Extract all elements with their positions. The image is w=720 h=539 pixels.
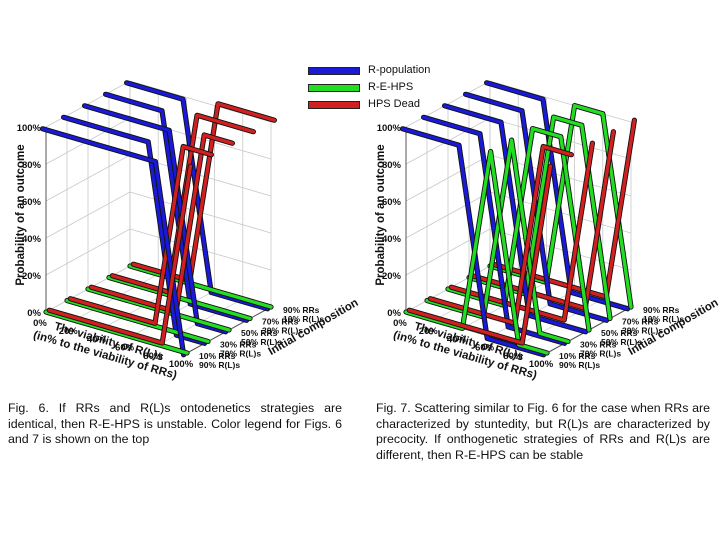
z-tick-label: 100% bbox=[377, 123, 402, 134]
x-tick-label: 20% bbox=[419, 326, 439, 337]
figure-7-plot: 0% 20% 40% 60% 80% 100% 0% 20% 40% 60% 80% 100% 10% … bbox=[375, 80, 720, 382]
x-tick-label: 60% bbox=[115, 343, 135, 354]
z-tick-label: 60% bbox=[382, 197, 402, 208]
grid-line bbox=[489, 80, 632, 123]
z-tick-label: 40% bbox=[22, 234, 42, 245]
legend: R-population R-E-HPS HPS Dead bbox=[308, 64, 468, 112]
composition-label-rls: 90% R(L)s bbox=[199, 360, 240, 370]
series-line-hps-dead-2 bbox=[428, 144, 574, 325]
series-line-hps-dead-5 bbox=[131, 102, 277, 283]
series-line-r-population-5 bbox=[484, 81, 630, 311]
series-line-hps-dead-3 bbox=[89, 133, 235, 314]
series-line-r-e-hps-1 bbox=[404, 149, 549, 355]
figure-6-caption: Fig. 6. If RRs and R(L)s ontodenetics st… bbox=[8, 401, 342, 446]
grid-line bbox=[45, 191, 131, 239]
legend-swatch-r-e-hps bbox=[308, 84, 360, 92]
z-tick-label: 0% bbox=[387, 308, 401, 319]
series-line-r-e-hps-2 bbox=[65, 298, 210, 344]
grid-line bbox=[405, 191, 491, 239]
legend-item-r-population: R-population bbox=[308, 64, 468, 77]
series-line-r-population-1 bbox=[40, 127, 186, 357]
composition-label-rls: 30% R(L)s bbox=[262, 326, 303, 336]
z-tick-label: 40% bbox=[382, 234, 402, 245]
composition-label-rls: 70% R(L)s bbox=[220, 349, 261, 359]
z-axis-title: Probability of an outcome bbox=[15, 144, 27, 285]
legend-swatch-r-population bbox=[308, 67, 360, 75]
composition-label-rrs: 30% RRs bbox=[580, 340, 617, 350]
composition-label-rls: 50% R(L)s bbox=[241, 337, 282, 347]
composition-label-rrs: 50% RRs bbox=[601, 328, 638, 338]
series-line-r-e-hps-3 bbox=[446, 126, 591, 332]
composition-label-rrs: 90% RRs bbox=[283, 305, 320, 315]
z-tick-label: 80% bbox=[382, 160, 402, 171]
x-tick-label: 40% bbox=[87, 334, 107, 345]
composition-label-rrs: 10% RRs bbox=[559, 351, 596, 361]
composition-label-rrs: 10% RRs bbox=[199, 351, 236, 361]
legend-label-r-e-hps: R-E-HPS bbox=[368, 81, 414, 93]
z-tick-label: 60% bbox=[22, 197, 42, 208]
series-line-hps-dead-3 bbox=[449, 141, 595, 322]
z-tick-label: 80% bbox=[22, 160, 42, 171]
z-axis-title: Probability of an outcome bbox=[375, 144, 387, 285]
series-line-r-e-hps-5 bbox=[488, 103, 633, 309]
series-line-hps-dead-5 bbox=[491, 118, 637, 299]
x-tick-label: 80% bbox=[503, 351, 523, 362]
series-line-r-population-3 bbox=[442, 104, 588, 334]
series-line-r-e-hps-5 bbox=[128, 264, 273, 309]
series-line-r-e-hps-4 bbox=[467, 115, 612, 321]
series-line-hps-dead-1 bbox=[407, 164, 553, 345]
x-tick-label: 100% bbox=[529, 359, 554, 370]
series-line-hps-dead-2 bbox=[68, 144, 214, 325]
composition-label-rls: 90% R(L)s bbox=[559, 360, 600, 370]
z-tick-label: 0% bbox=[27, 308, 41, 319]
series-line-hps-dead-1 bbox=[47, 164, 193, 345]
z-tick-label: 20% bbox=[22, 271, 42, 282]
series-line-r-e-hps-1 bbox=[44, 310, 189, 355]
grid-line bbox=[405, 80, 491, 128]
x-tick-label: 100% bbox=[169, 359, 194, 370]
x-tick-label: 60% bbox=[475, 343, 495, 354]
composition-label-rrs: 90% RRs bbox=[643, 305, 680, 315]
legend-swatch-hps-dead bbox=[308, 101, 360, 109]
composition-label-rls: 10% R(L)s bbox=[643, 314, 684, 324]
x-tick-label: 20% bbox=[59, 326, 79, 337]
legend-item-hps-dead: HPS Dead bbox=[308, 98, 468, 111]
composition-label-rrs: 70% RRs bbox=[622, 317, 659, 327]
series-line-hps-dead-4 bbox=[470, 129, 616, 311]
z-tick-label: 20% bbox=[382, 271, 402, 282]
figure-6-plot: 0% 20% 40% 60% 80% 100% 0% 20% 40% 60% 80% 100% 10% … bbox=[15, 80, 360, 382]
composition-label-rls: 70% R(L)s bbox=[580, 349, 621, 359]
figure-7-chart: 0% 20% 40% 60% 80% 100% 0% 20% 40% 60% 80% 100% 10% … bbox=[375, 80, 720, 382]
grid-line bbox=[45, 80, 131, 128]
legend-label-hps-dead: HPS Dead bbox=[368, 98, 420, 110]
grid-line bbox=[129, 80, 272, 123]
composition-label-rrs: 30% RRs bbox=[220, 340, 257, 350]
series-line-r-population-1 bbox=[400, 127, 546, 357]
legend-label-r-population: R-population bbox=[368, 64, 431, 76]
legend-item-r-e-hps: R-E-HPS bbox=[308, 81, 468, 94]
z-tick-label: 100% bbox=[17, 123, 42, 134]
composition-label-rrs: 70% RRs bbox=[262, 317, 299, 327]
x-tick-label: 0% bbox=[33, 318, 47, 329]
composition-label-rrs: 50% RRs bbox=[241, 328, 278, 338]
composition-label-rls: 50% R(L)s bbox=[601, 337, 642, 347]
x-tick-label: 0% bbox=[393, 318, 407, 329]
grid-line bbox=[45, 228, 131, 276]
composition-label-rls: 30% R(L)s bbox=[622, 326, 663, 336]
figure-6-chart: 0% 20% 40% 60% 80% 100% 0% 20% 40% 60% 80% 100% 10% … bbox=[15, 80, 360, 382]
grid-line bbox=[129, 228, 272, 271]
x-tick-label: 40% bbox=[447, 334, 467, 345]
grid-line bbox=[45, 154, 131, 202]
composition-label-rls: 10% R(L)s bbox=[283, 314, 324, 324]
series-line-r-population-2 bbox=[421, 115, 567, 345]
figure-7-caption: Fig. 7. Scattering similar to Fig. 6 for… bbox=[376, 401, 710, 462]
series-line-r-e-hps-2 bbox=[425, 138, 570, 344]
grid-line bbox=[405, 154, 491, 202]
series-line-r-population-3 bbox=[82, 104, 228, 334]
x-tick-label: 80% bbox=[143, 351, 163, 362]
